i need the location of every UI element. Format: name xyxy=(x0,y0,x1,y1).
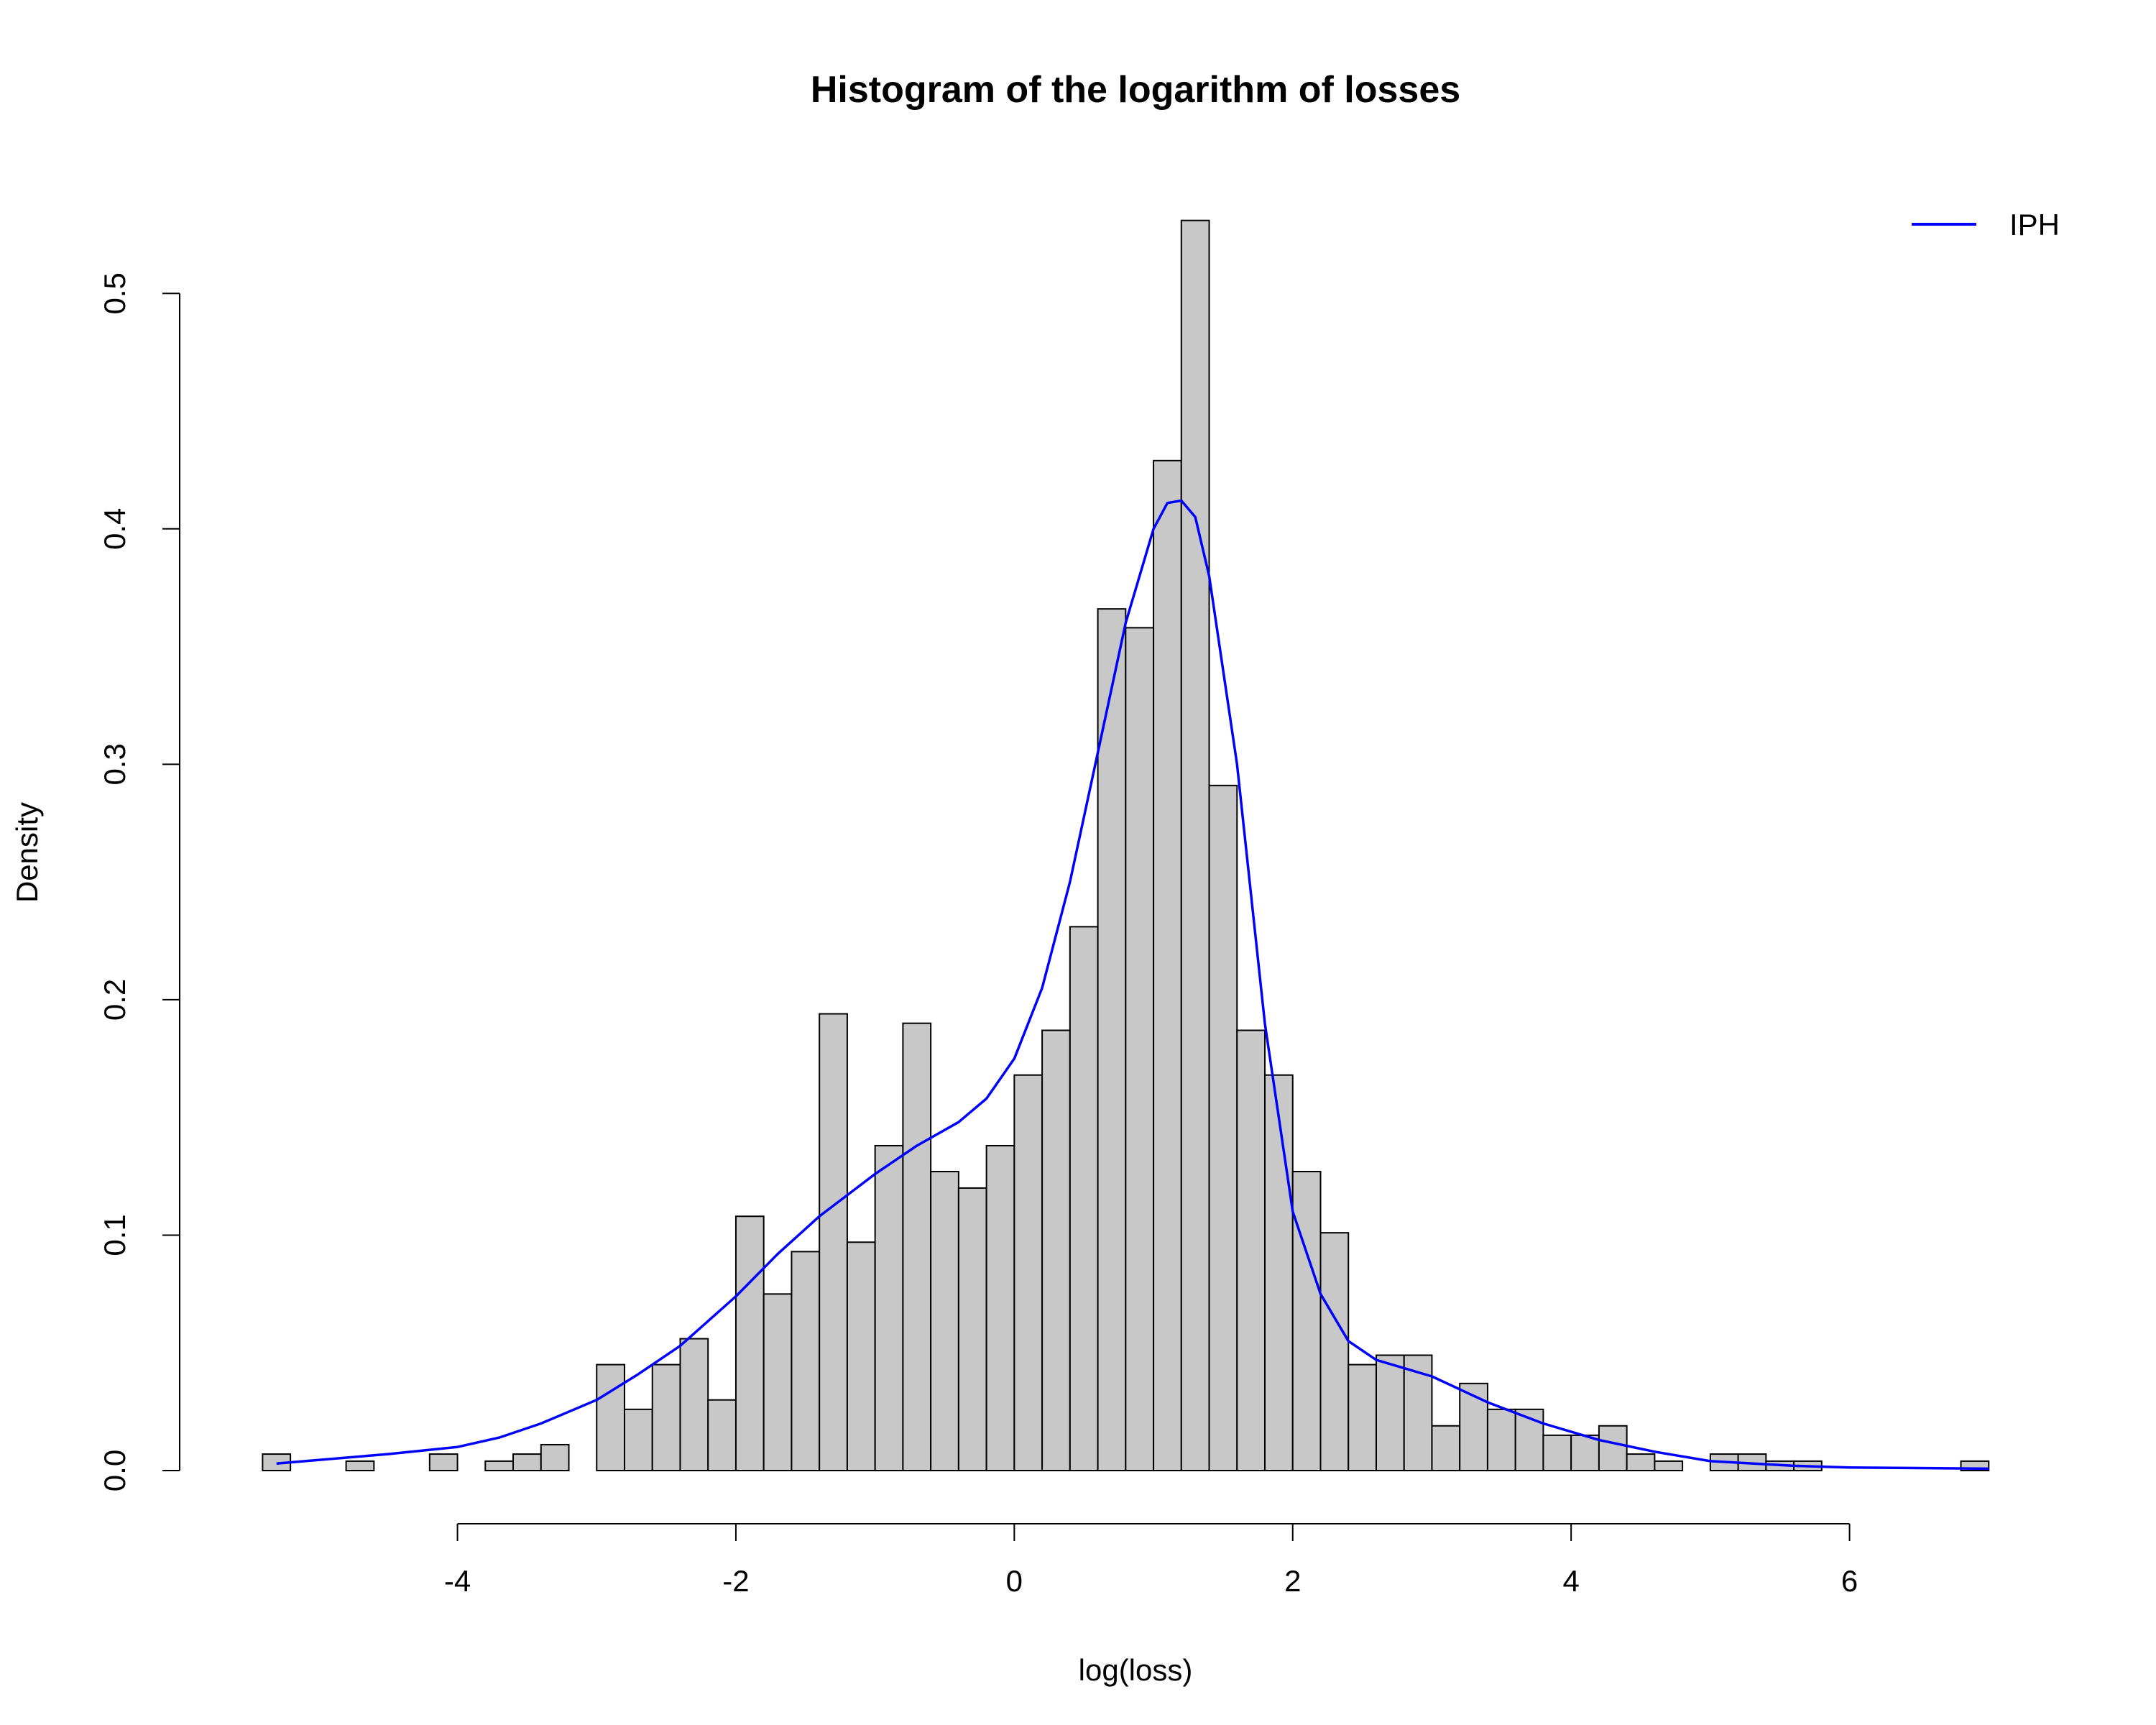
histogram-bar xyxy=(540,1443,570,1472)
y-axis-label: Density xyxy=(10,802,44,903)
histogram-bar xyxy=(596,1363,625,1471)
histogram-bar xyxy=(1375,1354,1405,1471)
histogram-bar xyxy=(1319,1232,1350,1471)
histogram-bar xyxy=(1013,1074,1044,1471)
y-tick-label: 0.3 xyxy=(98,743,132,785)
y-tick-label: 0.5 xyxy=(98,272,132,314)
histogram-bar xyxy=(1514,1408,1544,1472)
histogram-bar xyxy=(512,1453,542,1471)
histogram-bar xyxy=(1348,1363,1377,1471)
y-tick-label: 0.1 xyxy=(98,1214,132,1256)
histogram-bar xyxy=(1431,1425,1461,1471)
density-curve-layer xyxy=(276,499,1989,1471)
histogram-bar xyxy=(428,1453,459,1471)
histogram-bar xyxy=(1542,1434,1572,1471)
y-tick-label: 0.2 xyxy=(98,979,132,1021)
y-tick-label: 0.0 xyxy=(98,1450,132,1491)
histogram-bar xyxy=(1208,784,1238,1472)
chart-title: Histogram of the logarithm of losses xyxy=(811,69,1460,111)
x-axis-label: log(loss) xyxy=(1079,1653,1193,1687)
legend-iph-label: IPH xyxy=(2009,208,2060,242)
x-tick-label: -4 xyxy=(444,1564,471,1598)
histogram-bar xyxy=(651,1363,681,1471)
histogram-bar xyxy=(1069,926,1099,1472)
histogram-bar xyxy=(679,1338,709,1472)
histogram-bars xyxy=(262,219,1990,1472)
histogram-bar xyxy=(1459,1382,1488,1471)
histogram-bar xyxy=(874,1144,904,1471)
histogram-bar xyxy=(1180,219,1210,1472)
histogram-bar xyxy=(1153,459,1182,1471)
histogram-bar xyxy=(902,1022,932,1471)
histogram-bar xyxy=(985,1144,1015,1471)
x-tick-label: 4 xyxy=(1562,1564,1579,1598)
histogram-bar xyxy=(791,1251,821,1471)
x-tick-label: 0 xyxy=(1006,1564,1023,1598)
histogram-bar xyxy=(1598,1425,1628,1471)
x-tick-label: 2 xyxy=(1284,1564,1301,1598)
x-tick-label: -2 xyxy=(722,1564,749,1598)
histogram-bar xyxy=(957,1187,987,1471)
y-axis: 0.0 0.1 0.2 0.3 0.4 0.5 xyxy=(98,272,180,1491)
histogram-bar xyxy=(1125,627,1155,1471)
histogram-bar xyxy=(1236,1029,1266,1471)
histogram-bar xyxy=(1570,1434,1600,1471)
legend: IPH xyxy=(1912,208,2060,242)
histogram-bar xyxy=(1264,1074,1294,1471)
histogram-bar xyxy=(484,1460,515,1471)
histogram-bar xyxy=(1486,1408,1516,1472)
histogram-bar xyxy=(1041,1029,1071,1471)
histogram-bar xyxy=(734,1215,765,1471)
histogram-bar xyxy=(1626,1453,1656,1471)
histogram-bar xyxy=(1097,608,1127,1471)
x-tick-label: 6 xyxy=(1841,1564,1858,1598)
series-line-iph xyxy=(276,499,1989,1471)
histogram-bar xyxy=(707,1399,737,1471)
histogram-bar xyxy=(345,1460,375,1471)
histogram-bar xyxy=(930,1171,959,1472)
histogram-bar xyxy=(846,1241,876,1472)
histogram-bar xyxy=(763,1293,793,1471)
histogram-bar xyxy=(623,1408,653,1472)
x-axis: -4 -2 0 2 4 6 xyxy=(444,1523,1858,1598)
histogram-bar xyxy=(1654,1460,1684,1471)
histogram-bar xyxy=(1291,1171,1322,1472)
y-tick-label: 0.4 xyxy=(98,508,132,550)
histogram-bar xyxy=(819,1013,848,1471)
